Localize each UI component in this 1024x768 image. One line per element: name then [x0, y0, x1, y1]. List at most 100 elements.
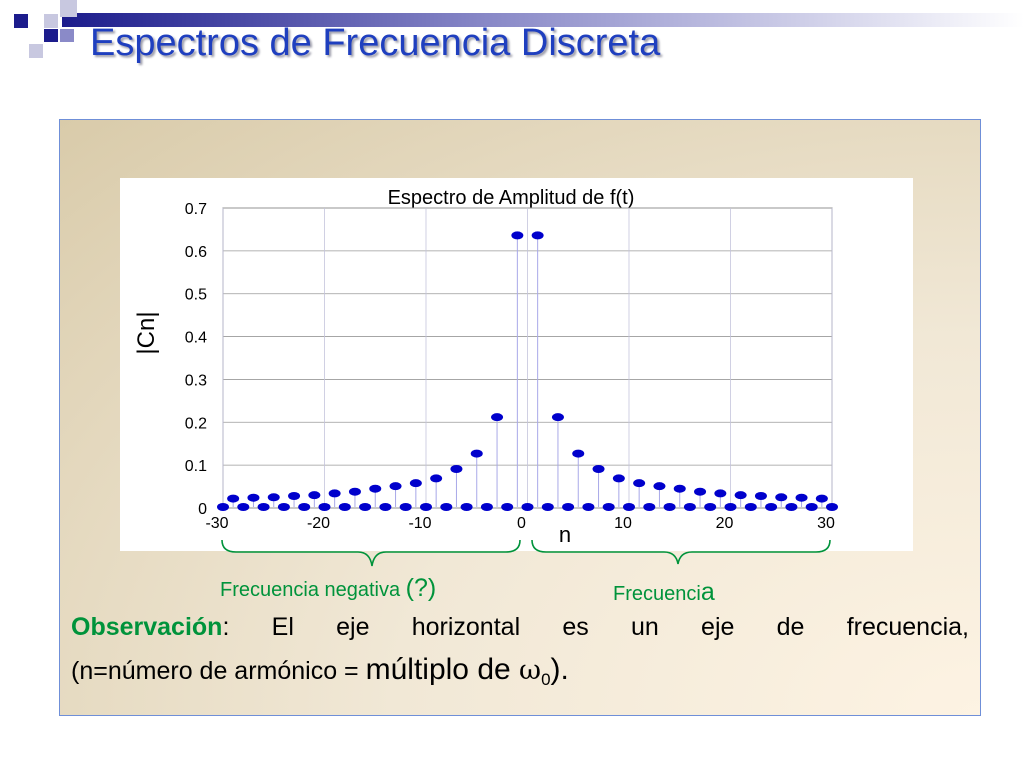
data-point [511, 231, 524, 240]
omega-subscript: 0 [541, 669, 551, 689]
data-point [369, 484, 382, 493]
x-axis-label: n [559, 522, 571, 547]
data-point [501, 503, 514, 511]
x-tick-label: -10 [408, 515, 431, 532]
y-tick-label: 0.7 [185, 201, 207, 218]
data-point [572, 449, 585, 458]
y-axis-label: |Cn| [133, 311, 160, 354]
data-point [663, 503, 676, 511]
observation-line-2: (n=número de armónico = múltiplo de ω0). [71, 647, 969, 694]
y-tick-label: 0.6 [185, 244, 207, 261]
data-point [217, 503, 229, 511]
data-point [673, 484, 686, 493]
data-point [470, 449, 483, 458]
data-point [815, 494, 828, 503]
y-tick-label: 0.2 [185, 415, 207, 432]
data-point [734, 491, 747, 500]
data-point [420, 503, 432, 511]
observation-line-1: Observación: El eje horizontal es un eje… [71, 608, 969, 647]
observation-close: ). [550, 652, 569, 686]
slide-title: Espectros de Frecuencia Discreta [90, 22, 661, 64]
data-point [491, 413, 504, 422]
data-point [562, 503, 575, 511]
data-point [389, 482, 402, 491]
observation-text: Observación: El eje horizontal es un eje… [71, 608, 969, 693]
data-point [227, 494, 240, 503]
y-tick-label: 0.4 [185, 330, 207, 347]
negative-frequency-label: Frecuencia negativa (?) [220, 576, 436, 601]
data-point [521, 503, 534, 511]
data-point [704, 503, 717, 511]
data-point [237, 503, 250, 511]
data-point [623, 503, 635, 511]
y-tick-label: 0.5 [185, 287, 207, 304]
data-point [775, 493, 788, 502]
data-point [430, 474, 443, 483]
observation-line2-big: múltiplo de [365, 652, 520, 686]
omega-symbol: ω [519, 654, 542, 686]
deco-square [44, 14, 58, 28]
data-point [541, 503, 554, 511]
data-point [551, 413, 564, 422]
data-point [359, 503, 372, 511]
data-point [277, 503, 290, 511]
observation-line2-start: (n=número de armónico = [71, 656, 366, 685]
data-point [724, 503, 737, 511]
deco-square [60, 0, 77, 17]
positive-frequency-brace [531, 539, 831, 565]
data-point [399, 503, 412, 511]
y-tick-label: 0.1 [185, 458, 207, 475]
positive-frequency-label: Frecuencia [613, 580, 715, 605]
data-point [694, 487, 707, 496]
x-tick-label: 0 [517, 515, 526, 532]
deco-square [14, 14, 28, 28]
amplitude-spectrum-chart: Espectro de Amplitud de f(t) |Cn| n 0 0.1… [120, 178, 913, 551]
x-tick-label: 10 [614, 515, 632, 532]
slide-decoration [14, 0, 1024, 58]
data-point [612, 474, 625, 483]
data-point [288, 492, 301, 500]
y-tick-label: 0 [198, 501, 207, 518]
observation-colon: : [222, 613, 230, 641]
data-point [338, 503, 351, 511]
data-point [379, 503, 392, 511]
data-point [308, 491, 321, 500]
deco-square [29, 44, 43, 58]
data-point [328, 489, 341, 498]
data-point [247, 493, 260, 502]
data-point [409, 479, 422, 488]
data-point [348, 487, 361, 496]
deco-square [44, 29, 58, 42]
data-point [785, 503, 798, 511]
x-tick-label: 20 [716, 515, 734, 532]
data-point [683, 503, 696, 511]
data-point [744, 503, 757, 511]
data-point [805, 503, 818, 511]
deco-square [60, 29, 74, 42]
data-point [531, 231, 544, 240]
positive-frequency-text: Frecuenci [613, 583, 701, 605]
data-point [267, 493, 280, 502]
data-point [318, 503, 331, 511]
x-tick-label: 30 [817, 515, 835, 532]
x-tick-label: -30 [205, 515, 228, 532]
data-point [714, 489, 727, 498]
header-gradient-bar [62, 13, 1024, 27]
data-point [643, 503, 656, 511]
observation-label: Observación [71, 613, 223, 641]
data-point [450, 465, 463, 473]
observation-line1-rest: El eje horizontal es un eje de frecuenci… [229, 613, 969, 641]
negative-frequency-brace [221, 539, 521, 567]
data-point [633, 479, 646, 488]
data-point [592, 465, 605, 473]
negative-frequency-question: (?) [405, 574, 437, 602]
y-tick-label: 0.3 [185, 372, 207, 389]
chart-background [120, 178, 913, 551]
data-point [602, 503, 615, 511]
data-point [765, 503, 778, 511]
data-point [795, 493, 808, 502]
positive-frequency-last-letter: a [700, 578, 715, 606]
data-point [460, 503, 473, 511]
chart-title: Espectro de Amplitud de f(t) [388, 187, 635, 209]
